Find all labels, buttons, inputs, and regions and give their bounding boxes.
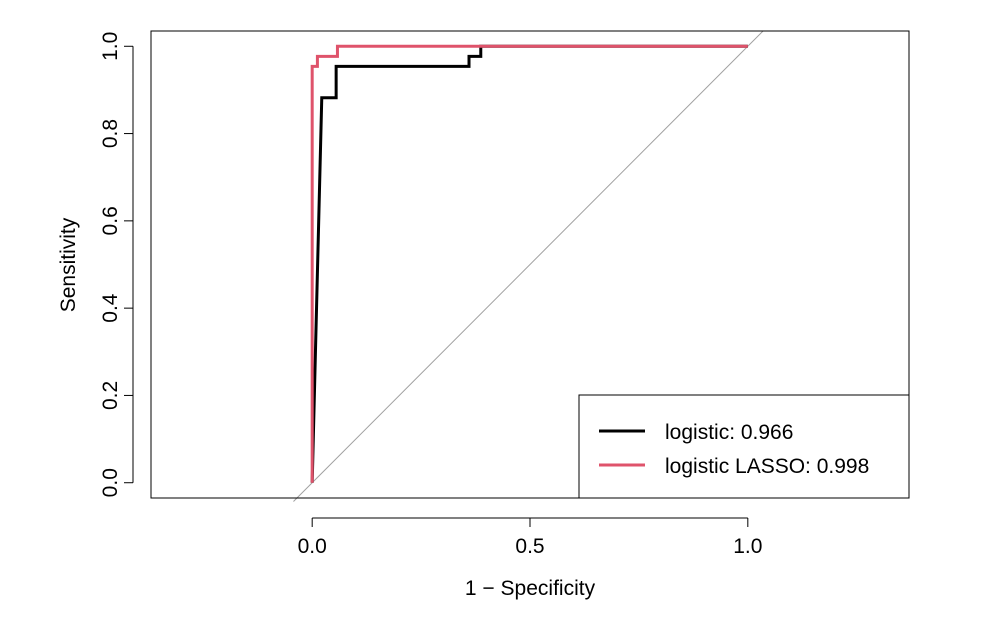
- legend-box: [578, 394, 910, 499]
- series-line-logistic-lasso: [310, 44, 748, 483]
- reference-diagonal: [293, 30, 764, 502]
- y-tick-label: 0.0: [99, 468, 122, 497]
- legend: logistic: 0.966 logistic LASSO: 0.998: [578, 394, 910, 499]
- y-axis: 0.0 0.2 0.4 0.6 0.8 1.0: [99, 32, 134, 497]
- plot-frame: [150, 30, 910, 499]
- y-tick-label: 0.2: [99, 381, 122, 410]
- series-line-logistic: [310, 44, 748, 483]
- y-tick-label: 1.0: [99, 32, 122, 61]
- x-axis: 0.0 0.5 1.0: [298, 517, 762, 558]
- y-tick-label: 0.4: [99, 293, 122, 323]
- x-axis-title: 1 − Specificity: [465, 577, 596, 600]
- x-tick-label: 1.0: [733, 535, 762, 558]
- x-tick-label: 0.5: [515, 535, 544, 558]
- x-tick-label: 0.0: [298, 535, 327, 558]
- series-layer: [310, 44, 748, 483]
- y-axis-title: Sensitivity: [57, 217, 80, 312]
- legend-label-logistic: logistic: 0.966: [665, 421, 793, 444]
- legend-label-logistic-lasso: logistic LASSO: 0.998: [665, 455, 869, 478]
- y-tick-label: 0.8: [99, 119, 122, 148]
- y-tick-label: 0.6: [99, 206, 122, 235]
